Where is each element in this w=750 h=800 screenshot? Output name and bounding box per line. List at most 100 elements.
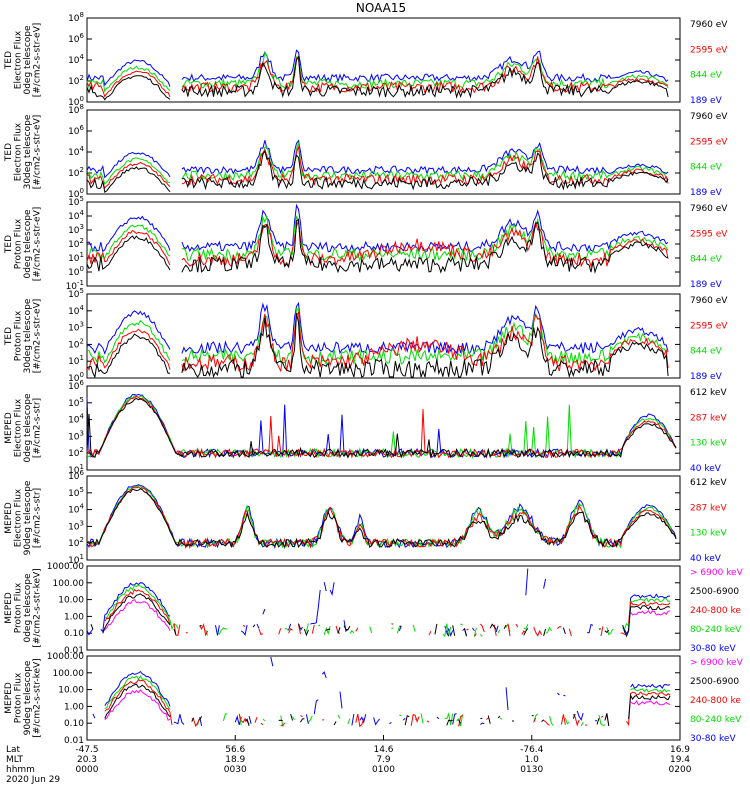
y-axis-label: TEDProton Flux0deg telescope[#/cm2-s-str…	[4, 207, 43, 282]
x-axis-row-label: MLT	[6, 755, 24, 765]
x-tick-mlt: 19.4	[670, 755, 690, 765]
legend-entry: 80-240 keV	[690, 715, 742, 725]
y-axis-label-line: [#/cm2-s-str]	[33, 488, 43, 548]
legend-entry: 130 keV	[690, 439, 727, 449]
legend-entry: 30-80 keV	[690, 734, 736, 744]
legend-entry: 240-800 ke	[690, 696, 741, 706]
series-trace-black	[90, 593, 671, 638]
y-axis-label-line: [#/cm2-s-str-eV]	[33, 115, 43, 190]
legend-entry: 189 eV	[690, 280, 723, 290]
x-tick-lat: -47.5	[75, 745, 98, 755]
y-axis-label: MEPEDElectron Flux0deg telescope[#/cm2-s…	[4, 393, 43, 463]
y-tick-label: 101	[68, 354, 84, 367]
y-tick-label: 104	[68, 503, 84, 516]
y-axis-label-line: 0deg telescope	[23, 573, 33, 643]
x-tick-mlt: 7.9	[376, 755, 391, 765]
y-axis-label: TEDProton Flux30deg telescope[#/cm2-s-st…	[4, 298, 43, 373]
legend-entry: 7960 eV	[690, 112, 728, 122]
series-trace-black	[86, 313, 669, 379]
legend-entry: 40 keV	[690, 464, 722, 474]
y-axis-label-line: Proton Flux	[14, 672, 24, 723]
legend-entry: 844 eV	[690, 347, 723, 357]
y-axis-label-line: [#/cm2-s-str-keV]	[33, 568, 43, 647]
series-trace-green	[86, 395, 677, 459]
series-trace-green	[86, 308, 669, 366]
y-tick-label: 105	[68, 486, 84, 499]
legend-entry: 2595 eV	[690, 229, 728, 239]
series-trace-red	[86, 310, 669, 373]
series-trace-red	[86, 56, 669, 98]
panel-frame	[86, 385, 681, 471]
y-axis-label-line: Proton Flux	[14, 218, 24, 269]
y-tick-label: 102	[68, 446, 84, 459]
y-tick-label: 106	[68, 124, 84, 137]
y-tick-label: 102	[68, 74, 84, 87]
x-tick-mlt: 18.9	[225, 755, 245, 765]
y-tick-label: 103	[68, 223, 84, 236]
y-tick-label: 102	[68, 166, 84, 179]
legend-entry: 287 keV	[690, 503, 727, 513]
series-trace-blue	[86, 484, 677, 550]
y-tick-label: 0.10	[64, 719, 84, 729]
y-axis-label-line: 0deg telescope	[23, 393, 33, 463]
series-trace-black	[86, 218, 669, 274]
y-tick-label: 1000.00	[47, 652, 84, 662]
figure-title: NOAA15	[356, 1, 406, 15]
x-tick-mlt: 20.3	[77, 755, 97, 765]
panel-frame	[86, 655, 681, 741]
legend-entry: 189 eV	[690, 96, 723, 106]
series-trace-black	[104, 683, 671, 727]
legend-entry: > 6900 keV	[690, 568, 744, 578]
y-tick-label: 104	[68, 209, 84, 222]
legend-entry: 844 eV	[690, 163, 723, 173]
legend-entry: 2500-6900	[690, 587, 739, 597]
legend-entry: 189 eV	[690, 188, 723, 198]
y-tick-label: 104	[68, 304, 84, 317]
legend-entry: 189 eV	[690, 372, 723, 382]
series-trace-magenta	[104, 689, 671, 721]
panel-7: 0.01 0.10 1.00 10.00 100.00 1000.00 MEPEDProto…	[4, 562, 744, 656]
series-trace-blue	[86, 203, 669, 253]
y-tick-label: 103	[68, 321, 84, 334]
y-tick-label: 106	[68, 32, 84, 45]
x-axis-row-label: hhmm	[6, 765, 35, 775]
y-axis-label-line: [#/cm2-s-str]	[33, 398, 43, 458]
series-trace-blue	[86, 49, 669, 87]
y-axis-label-line: TED	[4, 327, 14, 346]
y-tick-label: 1.00	[64, 702, 84, 712]
legend-entry: 240-800 ke	[690, 606, 741, 616]
legend-entry: 612 keV	[690, 388, 727, 398]
panel-frame	[86, 201, 681, 287]
legend-entry: 2595 eV	[690, 137, 728, 147]
y-axis-label-line: Electron Flux	[14, 30, 24, 89]
y-axis-label: TEDElectron Flux0deg telescope[#/cm2-s-s…	[4, 23, 43, 98]
y-tick-label: 10.00	[58, 686, 84, 696]
y-axis-label-line: [#/cm2-s-str-keV]	[33, 658, 43, 737]
y-tick-label: 1000.00	[47, 562, 84, 572]
legend-entry: 2500-6900	[690, 677, 739, 687]
y-axis-label-line: 0deg telescope	[23, 25, 33, 95]
y-axis-label: MEPEDElectron Flux90deg telescope[#/cm2-…	[4, 480, 43, 555]
legend-entry: 30-80 keV	[690, 644, 736, 654]
y-tick-label: 104	[68, 53, 84, 66]
series-trace-black	[86, 54, 669, 101]
y-tick-label: 103	[68, 429, 84, 442]
series-trace-green	[104, 675, 671, 727]
x-tick-lat: 14.6	[373, 745, 393, 755]
series-trace-black	[86, 397, 677, 459]
y-tick-label: 102	[68, 337, 84, 350]
y-axis-label-line: TED	[4, 51, 14, 70]
series-trace-black	[86, 488, 677, 549]
panel-8: 0.01 0.10 1.00 10.00 100.00 1000.00 MEPEDProto…	[4, 652, 744, 746]
x-tick-mlt: 1.0	[525, 755, 540, 765]
legend-entry: 130 keV	[690, 529, 727, 539]
y-axis-label-line: Proton Flux	[14, 310, 24, 361]
y-tick-label: 108	[68, 11, 84, 24]
series-trace-blue	[92, 656, 671, 727]
